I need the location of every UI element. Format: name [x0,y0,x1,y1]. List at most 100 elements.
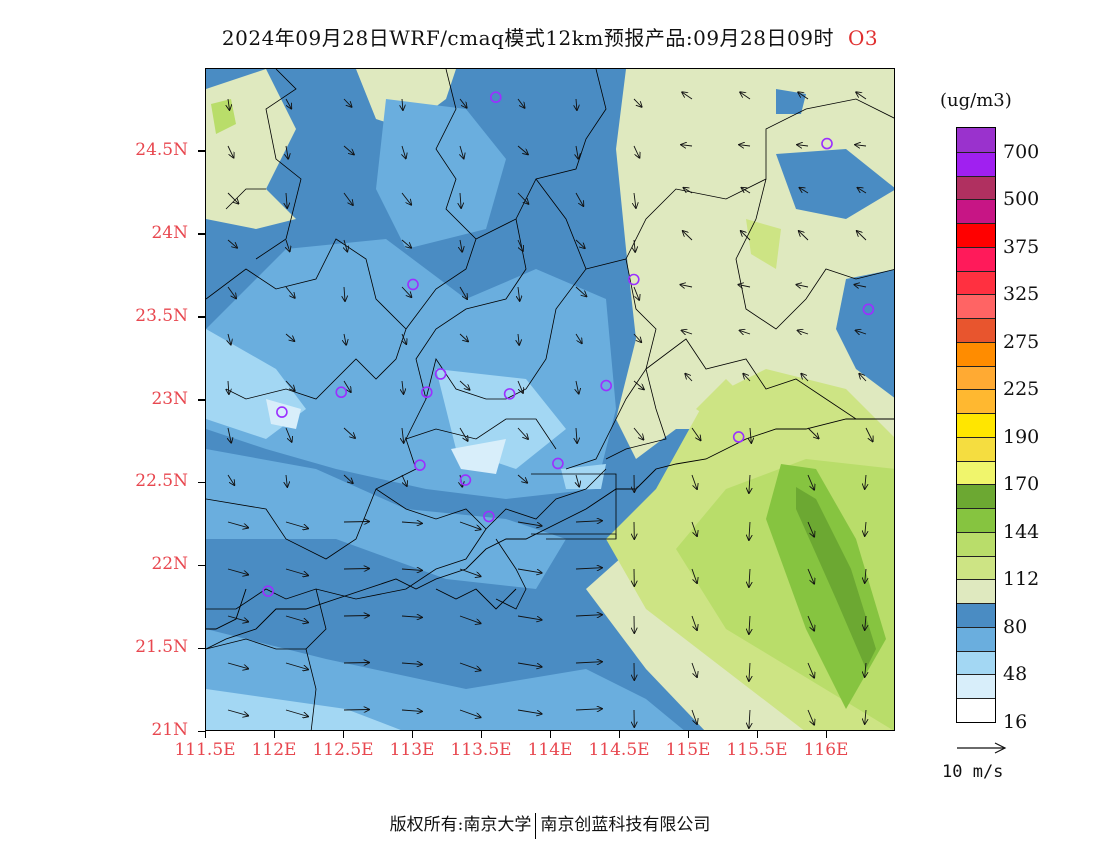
station-marker [407,278,419,291]
wind-arrow [459,286,467,299]
legend-swatch [957,128,995,152]
legend-swatch [957,389,995,414]
legend-label: 700 [1003,140,1040,163]
lat-tick-mark [198,647,205,650]
wind-arrow [807,474,814,490]
legend-swatch [957,199,995,224]
lat-tick-mark [198,150,205,152]
lon-tick-label: 116E [803,740,849,760]
legend-swatch [957,413,995,437]
copyright-footer: 版权所有:南京大学 南京创蓝科技有限公司 [0,810,1100,839]
lon-tick-label: 113.5E [450,740,512,760]
wind-arrow [517,474,527,483]
lat-tick-label: 23N [151,388,188,409]
wind-arrow [460,192,461,208]
wind-arrow [691,709,697,724]
pollutant-label: O3 [847,26,879,50]
wind-arrow [285,98,291,109]
wind-arrow [634,192,636,208]
wind-arrow [227,662,248,669]
wind-arrow [228,427,231,443]
wind-arrow [799,231,809,241]
wind-arrow [575,286,586,296]
wind-arrow [343,192,353,205]
reference-wind-label: 10 m/s [942,762,1004,782]
wind-arrow [575,521,602,522]
legend-label: 170 [1003,473,1040,496]
forecast-map [205,68,895,731]
color-legend [956,127,996,723]
wind-arrow [402,145,406,158]
wind-arrow [227,192,239,204]
wind-arrow [459,380,470,390]
legend-unit: (ug/m3) [940,90,1012,111]
wind-arrow [691,662,697,677]
wind-arrow [740,92,751,100]
wind-arrow [459,662,481,670]
wind-arrow [517,568,542,573]
wind-arrow [343,145,354,155]
wind-arrow [227,568,248,575]
legend-swatch [957,484,995,509]
wind-vector-field [228,92,873,728]
station-marker [489,91,502,103]
wind-arrow [228,380,229,394]
wind-arrow [459,568,481,576]
wind-arrow [285,568,308,576]
wind-arrow [285,709,308,717]
wind-arrow [749,662,750,681]
wind-arrow [343,427,355,438]
wind-arrow [798,330,809,334]
wind-arrow [285,286,295,298]
wind-arrow [855,145,867,146]
wind-arrow [227,239,237,248]
map-title-main: 2024年09月28日WRF/cmaq模式12km预报产品:09月28日09时 [221,26,834,50]
wind-arrow [691,474,697,489]
wind-arrow [865,521,866,536]
station-marker [335,386,348,399]
station-marker [821,137,833,150]
wind-arrow [285,615,308,623]
wind-arrow [459,615,481,623]
lat-tick-label: 24.5N [135,139,188,160]
station-marker [732,431,745,443]
wind-arrow [858,188,867,194]
wind-arrow [227,145,234,158]
wind-arrow [798,92,809,100]
wind-arrow [807,615,814,631]
wind-arrow [749,521,750,540]
wind-arrow [691,568,697,583]
wind-arrow [807,709,814,725]
wind-arrow [633,333,641,342]
wind-arrow [749,709,750,728]
wind-arrow [517,380,523,393]
lon-tick-mark [273,731,275,738]
wind-arrow [401,192,411,205]
wind-arrow [459,521,481,529]
wind-arrow [401,474,407,486]
wind-arrow [459,427,468,441]
lat-tick-label: 21.5N [135,637,188,658]
wind-arrow [749,568,750,587]
lon-tick-label: 115.5E [726,740,788,760]
legend-label: 275 [1003,330,1040,353]
wind-arrow [344,239,347,252]
map-title: 2024年09月28日WRF/cmaq模式12km预报产品:09月28日09时 O… [0,22,1100,51]
wind-arrow [865,568,866,583]
wind-arrow [682,330,693,334]
wind-arrow [738,285,751,287]
lat-tick-mark [198,316,205,318]
legend-label: 144 [1003,520,1040,543]
wind-arrow [681,145,693,146]
lat-tick-mark [198,481,205,484]
wind-arrow [343,98,352,107]
wind-arrow [228,333,231,345]
wind-arrow [228,98,230,110]
legend-swatch [957,151,995,176]
wind-arrow [517,521,542,526]
wind-arrow [807,521,814,537]
wind-arrow [685,374,693,382]
wind-arrow [402,98,403,110]
wind-arrow [691,521,697,536]
wind-arrow [286,239,290,251]
